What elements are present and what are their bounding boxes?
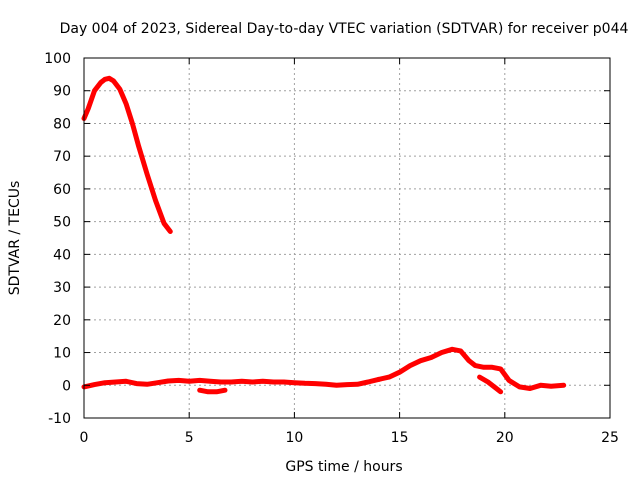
y-tick-label: 60 (53, 182, 71, 198)
series-line-dip-segment (197, 387, 228, 395)
series-line-tail-branch (477, 374, 504, 395)
y-tick-label: 10 (53, 346, 71, 362)
y-tick-label: 20 (53, 313, 71, 329)
x-tick-label: 20 (496, 430, 514, 446)
x-tick-label: 0 (80, 430, 89, 446)
series-line-baseline (81, 377, 234, 390)
y-tick-label: 0 (62, 378, 71, 394)
y-tick-label: 90 (53, 84, 71, 100)
y-tick-label: 30 (53, 280, 71, 296)
x-tick-label: 10 (285, 430, 303, 446)
y-tick-label: 80 (53, 116, 71, 132)
y-tick-label: 70 (53, 149, 71, 165)
y-tick-label: 50 (53, 215, 71, 231)
series-line-evening-bump (376, 346, 567, 391)
series-line-midday (228, 376, 382, 388)
series-line-high-arc (81, 75, 173, 234)
x-tick-label: 5 (185, 430, 194, 446)
plot-frame (83, 57, 611, 419)
x-axis-label: GPS time / hours (285, 459, 402, 475)
y-axis-label: SDTVAR / TECUs (7, 181, 23, 296)
tick-marks (83, 57, 611, 419)
series-layer (81, 75, 567, 395)
y-tick-label: 40 (53, 247, 71, 263)
chart-title: Day 004 of 2023, Sidereal Day-to-day VTE… (60, 21, 629, 37)
tick-labels: 0 5 10 15 20 25 -10 0 10 20 30 40 50 60 70 80 90 100 (44, 51, 619, 446)
y-tick-label: 100 (44, 51, 71, 67)
x-tick-label: 15 (391, 430, 409, 446)
grid-lines (84, 58, 610, 418)
x-tick-label: 25 (601, 430, 619, 446)
y-tick-label: -10 (48, 411, 71, 427)
